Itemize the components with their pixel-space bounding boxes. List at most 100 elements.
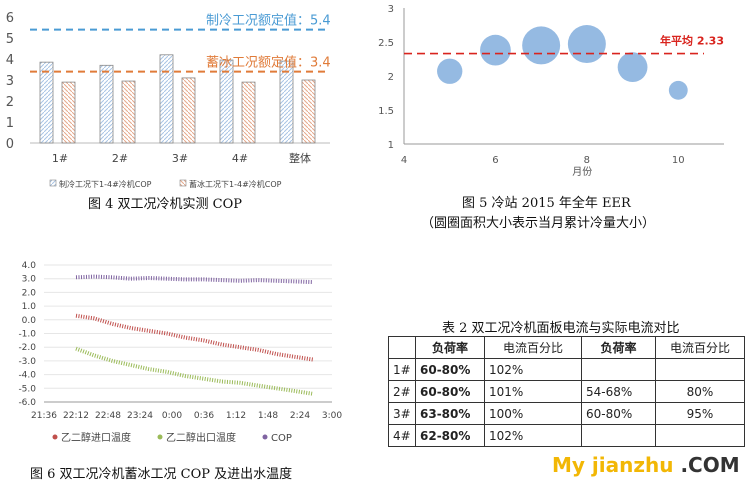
fig6-xtick-label: 0:00 bbox=[162, 411, 182, 421]
fig5-xtick-label: 8 bbox=[584, 155, 590, 166]
table-header-cell: 电流百分比 bbox=[484, 336, 582, 359]
table-cell bbox=[581, 424, 656, 447]
fig5-bubble bbox=[567, 25, 606, 64]
fig5-bubble bbox=[480, 34, 511, 66]
fig6-chart: 4.0 3.0 2.0 1.0 0.0 -1.0 -2.0 -3.0 -4.0 -5.0 -6.0 2… bbox=[18, 261, 342, 444]
fig4-ytick-label: 3 bbox=[6, 74, 14, 89]
fig6-series-line bbox=[75, 313, 314, 362]
fig4-reference-label: 蓄冰工况额定值：3.4 bbox=[206, 55, 331, 71]
fig5-ytick-label: 3 bbox=[388, 4, 394, 15]
table-cell: 60-80% bbox=[581, 402, 656, 425]
table-cell: 80% bbox=[655, 380, 745, 403]
fig4-bar bbox=[99, 64, 114, 144]
fig4-ytick-label: 5 bbox=[6, 32, 14, 47]
table-cell bbox=[655, 358, 745, 381]
table-row: 4# 62-80% 102% bbox=[388, 424, 745, 447]
table-cell: 2# bbox=[388, 380, 416, 403]
table-cell: 54-68% bbox=[581, 380, 656, 403]
fig5-reference-label: 年平均 2.33 bbox=[660, 34, 724, 48]
fig4-legend-swatch bbox=[49, 179, 57, 187]
fig6-ytick-label: -2.0 bbox=[18, 343, 36, 353]
fig4-bar bbox=[241, 81, 256, 144]
fig6-ytick-label: 4.0 bbox=[22, 261, 37, 271]
table-cell bbox=[655, 424, 745, 447]
table-header-cell bbox=[388, 336, 416, 359]
fig6-legend-marker bbox=[52, 434, 58, 440]
watermark-logo: My jianzhu .COM bbox=[552, 453, 740, 477]
fig6-ytick-label: -4.0 bbox=[18, 371, 36, 381]
fig6-legend-marker bbox=[262, 434, 268, 440]
fig5-bubble bbox=[437, 58, 463, 84]
fig5-xaxis-title: 月份 bbox=[572, 166, 592, 178]
table-header-cell: 电流百分比 bbox=[655, 336, 745, 359]
fig6-ytick-label: -3.0 bbox=[18, 357, 36, 367]
table-cell: 62-80% bbox=[415, 424, 485, 447]
fig5-chart: 1 1.5 2 2.5 3 4 6 8 10 月份 年平均 2.33 bbox=[378, 4, 724, 178]
fig6-xtick-label: 22:12 bbox=[63, 411, 89, 421]
fig6-xtick-label: 3:00 bbox=[322, 411, 342, 421]
table-cell: 102% bbox=[484, 358, 582, 381]
table-cell: 101% bbox=[484, 380, 582, 403]
table-cell: 63-80% bbox=[415, 402, 485, 425]
fig5-bubble bbox=[617, 52, 648, 83]
fig6-legend-marker bbox=[157, 434, 163, 440]
fig4-xtick-label: 整体 bbox=[289, 151, 311, 165]
fig4-xtick-label: 2# bbox=[112, 152, 128, 165]
fig5-ytick-label: 1 bbox=[388, 140, 394, 151]
fig4-legend-label: 制冷工况下1-4#冷机COP bbox=[59, 179, 152, 189]
fig5-ytick-label: 2.5 bbox=[378, 38, 394, 49]
fig4-ytick-label: 1 bbox=[6, 116, 14, 131]
fig4-bar bbox=[61, 81, 76, 144]
fig5-xtick-label: 6 bbox=[492, 155, 498, 166]
table-header-cell: 负荷率 bbox=[581, 336, 656, 359]
fig4-xtick-label: 1# bbox=[52, 152, 68, 165]
comparison-table: 负荷率 电流百分比 负荷率 电流百分比 1# 60-80% 102% 2# 60… bbox=[388, 336, 745, 447]
fig4-bar bbox=[121, 80, 136, 144]
fig6-ytick-label: 2.0 bbox=[22, 288, 37, 298]
fig6-ytick-label: -6.0 bbox=[18, 398, 36, 408]
fig6-ytick-label: -5.0 bbox=[18, 384, 36, 394]
fig4-ytick-label: 2 bbox=[6, 95, 14, 110]
table-cell: 95% bbox=[655, 402, 745, 425]
fig6-legend-label: 乙二醇进口温度 bbox=[61, 431, 131, 444]
fig4-xtick-label: 4# bbox=[232, 152, 248, 165]
table-row: 1# 60-80% 102% bbox=[388, 358, 745, 381]
table-cell: 100% bbox=[484, 402, 582, 425]
table-cell: 3# bbox=[388, 402, 416, 425]
fig5-xtick-label: 4 bbox=[401, 155, 407, 166]
fig4-ytick-label: 4 bbox=[6, 53, 14, 68]
fig4-bar bbox=[279, 60, 294, 144]
table-cell: 4# bbox=[388, 424, 416, 447]
fig4-bar bbox=[159, 54, 174, 144]
fig4-bar bbox=[181, 77, 196, 144]
fig4-bar bbox=[39, 61, 54, 144]
table2-title: 表 2 双工况冷机面板电流与实际电流对比 bbox=[442, 321, 680, 336]
fig5-ytick-label: 1.5 bbox=[378, 106, 394, 117]
table-cell: 102% bbox=[484, 424, 582, 447]
fig4-bar bbox=[219, 59, 234, 144]
fig5-ytick-label: 2 bbox=[388, 72, 394, 83]
fig4-ytick-label: 6 bbox=[6, 11, 14, 26]
fig6-ytick-label: 0.0 bbox=[22, 316, 37, 326]
table-cell bbox=[581, 358, 656, 381]
fig6-series-line bbox=[75, 274, 313, 285]
fig4-chart: 0 1 2 3 4 5 6 制冷工况额定值：5.4 蓄冰工况额定值：3.4 1# 2# 3# 4# 整… bbox=[6, 11, 331, 189]
fig4-xtick-label: 3# bbox=[172, 152, 188, 165]
table-cell: 1# bbox=[388, 358, 416, 381]
table-row: 3# 63-80% 100% 60-80% 95% bbox=[388, 402, 745, 425]
fig5-bubble bbox=[522, 26, 561, 65]
fig4-ytick-label: 0 bbox=[6, 137, 14, 152]
fig6-ytick-label: 1.0 bbox=[22, 302, 37, 312]
watermark-text: My jianzhu bbox=[552, 453, 674, 477]
fig6-xtick-label: 21:36 bbox=[31, 411, 57, 421]
fig4-legend-label: 蓄冰工况下1-4#冷机COP bbox=[189, 179, 282, 189]
fig6-ytick-label: 3.0 bbox=[22, 275, 37, 285]
fig4-legend-swatch bbox=[179, 179, 187, 187]
table-cell: 60-80% bbox=[415, 380, 485, 403]
fig6-xtick-label: 0:36 bbox=[194, 411, 214, 421]
table-cell: 60-80% bbox=[415, 358, 485, 381]
fig6-xtick-label: 1:12 bbox=[226, 411, 246, 421]
fig6-xtick-label: 2:24 bbox=[290, 411, 310, 421]
fig6-xtick-label: 23:24 bbox=[127, 411, 153, 421]
fig5-caption-line1: 图 5 冷站 2015 年全年 EER bbox=[462, 196, 631, 211]
